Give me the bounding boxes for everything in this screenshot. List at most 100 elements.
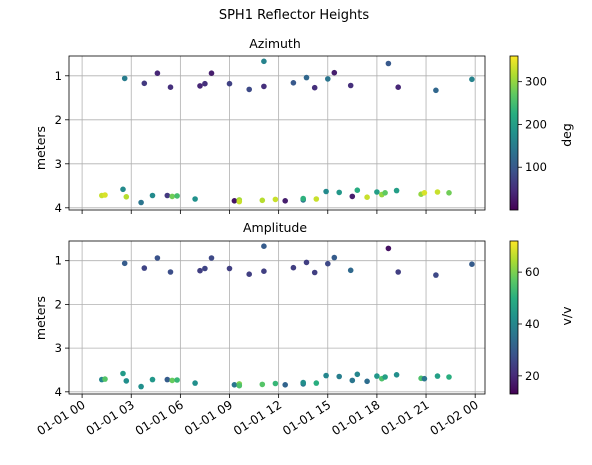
x-tick-label: 01-01 15 — [280, 398, 333, 438]
azimuth-point — [246, 86, 252, 93]
azimuth-point — [323, 188, 329, 195]
x-tick-label: 01-01 09 — [182, 398, 235, 438]
azimuth-point — [382, 190, 388, 196]
amplitude-point — [282, 382, 289, 388]
azimuth-axes-frame — [68, 55, 486, 211]
amplitude-point — [446, 374, 452, 380]
azimuth-point — [421, 190, 428, 196]
amplitude-colorbar-label: v/v — [559, 306, 574, 326]
amplitude-point — [192, 380, 198, 386]
x-tick-label: 01-01 18 — [329, 398, 382, 438]
azimuth-point — [433, 87, 439, 94]
azimuth-point — [282, 198, 289, 204]
azimuth-y-tick-label: 1 — [55, 69, 62, 83]
amplitude-point — [121, 260, 128, 267]
amplitude-point — [167, 269, 174, 275]
azimuth-point — [300, 195, 307, 202]
azimuth-point — [174, 193, 180, 199]
azimuth-y-axis-label: meters — [33, 126, 48, 170]
azimuth-point — [325, 76, 331, 82]
amplitude-point — [208, 255, 215, 261]
amplitude-point — [347, 267, 354, 274]
amplitude-point — [349, 377, 356, 384]
azimuth-point — [446, 190, 452, 196]
amplitude-point — [300, 379, 307, 386]
x-tick-label: 01-01 12 — [231, 398, 284, 438]
azimuth-point — [347, 82, 354, 89]
amplitude-point — [303, 259, 310, 266]
amplitude-point — [395, 269, 402, 275]
amplitude-point — [385, 245, 392, 252]
azimuth-point — [364, 194, 370, 200]
x-tick-label: 01-01 03 — [84, 398, 137, 438]
azimuth-point — [261, 58, 267, 65]
azimuth-point — [303, 74, 310, 81]
amplitude-point — [261, 268, 267, 275]
azimuth-colorbar-tick-label: 100 — [525, 160, 547, 174]
azimuth-point — [336, 189, 343, 196]
amplitude-point — [290, 264, 297, 271]
amplitude-point — [331, 254, 338, 261]
amplitude-point — [154, 255, 161, 261]
x-tick-label: 01-01 00 — [35, 398, 88, 438]
amplitude-point — [364, 378, 370, 385]
amplitude-point — [141, 265, 148, 271]
amplitude-point — [120, 370, 126, 377]
azimuth-point — [349, 193, 356, 200]
azimuth-colorbar-tick-label: 300 — [525, 75, 547, 89]
amplitude-point — [102, 376, 108, 382]
azimuth-point — [226, 80, 233, 87]
amplitude-point — [393, 372, 400, 378]
amplitude-point — [313, 380, 320, 386]
azimuth-point — [167, 84, 174, 90]
azimuth-point — [469, 76, 475, 83]
amplitude-colorbar-tick-label: 40 — [525, 317, 540, 331]
azimuth-point — [331, 69, 338, 76]
azimuth-point — [236, 198, 243, 205]
amplitude-point — [354, 371, 361, 378]
azimuth-point — [192, 196, 198, 202]
x-tick-label: 01-01 21 — [378, 398, 431, 438]
amplitude-point — [323, 372, 329, 379]
azimuth-point — [231, 198, 238, 204]
azimuth-colorbar-tick-label: 200 — [525, 117, 547, 131]
azimuth-point — [164, 192, 171, 199]
amplitude-point — [311, 269, 318, 276]
amplitude-point — [433, 272, 439, 278]
amplitude-point — [202, 265, 208, 272]
amplitude-point — [197, 267, 203, 274]
azimuth-point — [197, 83, 203, 89]
amplitude-y-axis-label: meters — [33, 296, 48, 340]
amplitude-point — [336, 373, 343, 380]
azimuth-point — [374, 189, 380, 195]
amplitude-point — [246, 271, 252, 278]
azimuth-point — [311, 84, 318, 91]
azimuth-point — [154, 70, 161, 76]
azimuth-point — [385, 60, 392, 67]
azimuth-colorbar-label: deg — [559, 123, 574, 147]
amplitude-point — [226, 265, 233, 272]
azimuth-panel-title: Azimuth — [249, 36, 301, 51]
azimuth-point — [120, 186, 126, 193]
amplitude-point — [231, 382, 238, 388]
azimuth-y-tick-label: 3 — [55, 157, 62, 171]
amplitude-point — [259, 381, 266, 388]
azimuth-colorbar — [509, 55, 519, 211]
amplitude-point — [434, 373, 441, 379]
amplitude-point — [123, 378, 130, 384]
amplitude-axes-frame — [68, 240, 486, 395]
amplitude-y-tick-label: 4 — [55, 385, 62, 399]
azimuth-y-tick-label: 2 — [55, 113, 62, 127]
amplitude-panel: Amplitude meters v/v 1 2 3 4 20 40 60 — [33, 220, 574, 399]
azimuth-point — [208, 70, 215, 76]
amplitude-point — [382, 374, 388, 380]
azimuth-panel: Azimuth meters deg 1 2 3 4 100 200 300 — [33, 36, 574, 215]
amplitude-point — [149, 376, 156, 383]
amplitude-point — [261, 243, 267, 249]
azimuth-point — [202, 80, 208, 87]
amplitude-colorbar-tick-label: 20 — [525, 369, 540, 383]
azimuth-point — [141, 80, 148, 87]
amplitude-point — [469, 261, 475, 268]
azimuth-y-tick-label: 4 — [55, 201, 62, 215]
